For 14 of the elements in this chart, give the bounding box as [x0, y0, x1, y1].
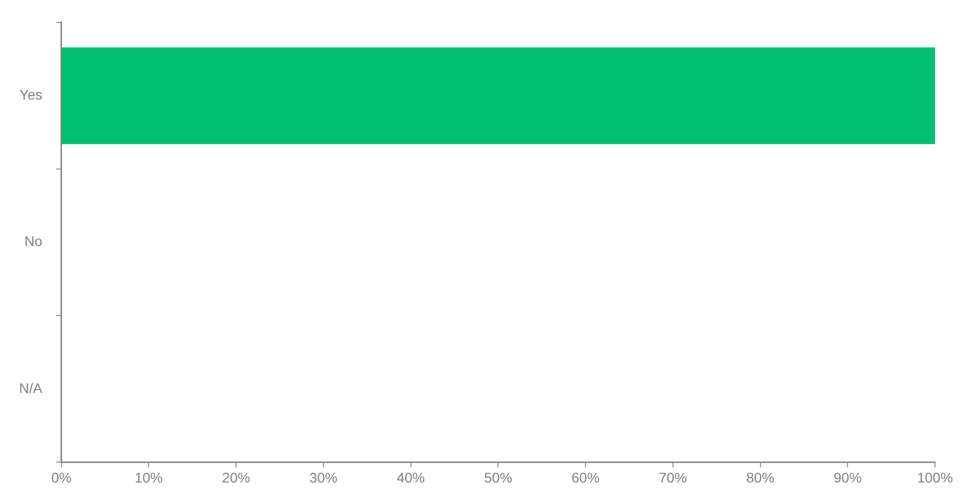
x-tick-label: 60% [572, 469, 600, 486]
x-tick-label: 10% [134, 469, 163, 486]
y-tick-label: Yes [19, 86, 42, 103]
x-tick-label: 40% [396, 469, 425, 486]
x-tick-label: 80% [746, 469, 774, 486]
x-tick-label: 50% [484, 469, 512, 486]
x-tick-label: 20% [222, 469, 250, 486]
y-tick-label: No [24, 233, 43, 250]
x-tick-label: 100% [917, 469, 953, 486]
x-tick-label: 70% [658, 469, 687, 486]
x-tick-label: 90% [834, 469, 862, 486]
x-tick-label: 30% [309, 469, 338, 486]
x-tick-label: 0% [51, 469, 72, 486]
y-tick-label: N/A [18, 380, 43, 396]
